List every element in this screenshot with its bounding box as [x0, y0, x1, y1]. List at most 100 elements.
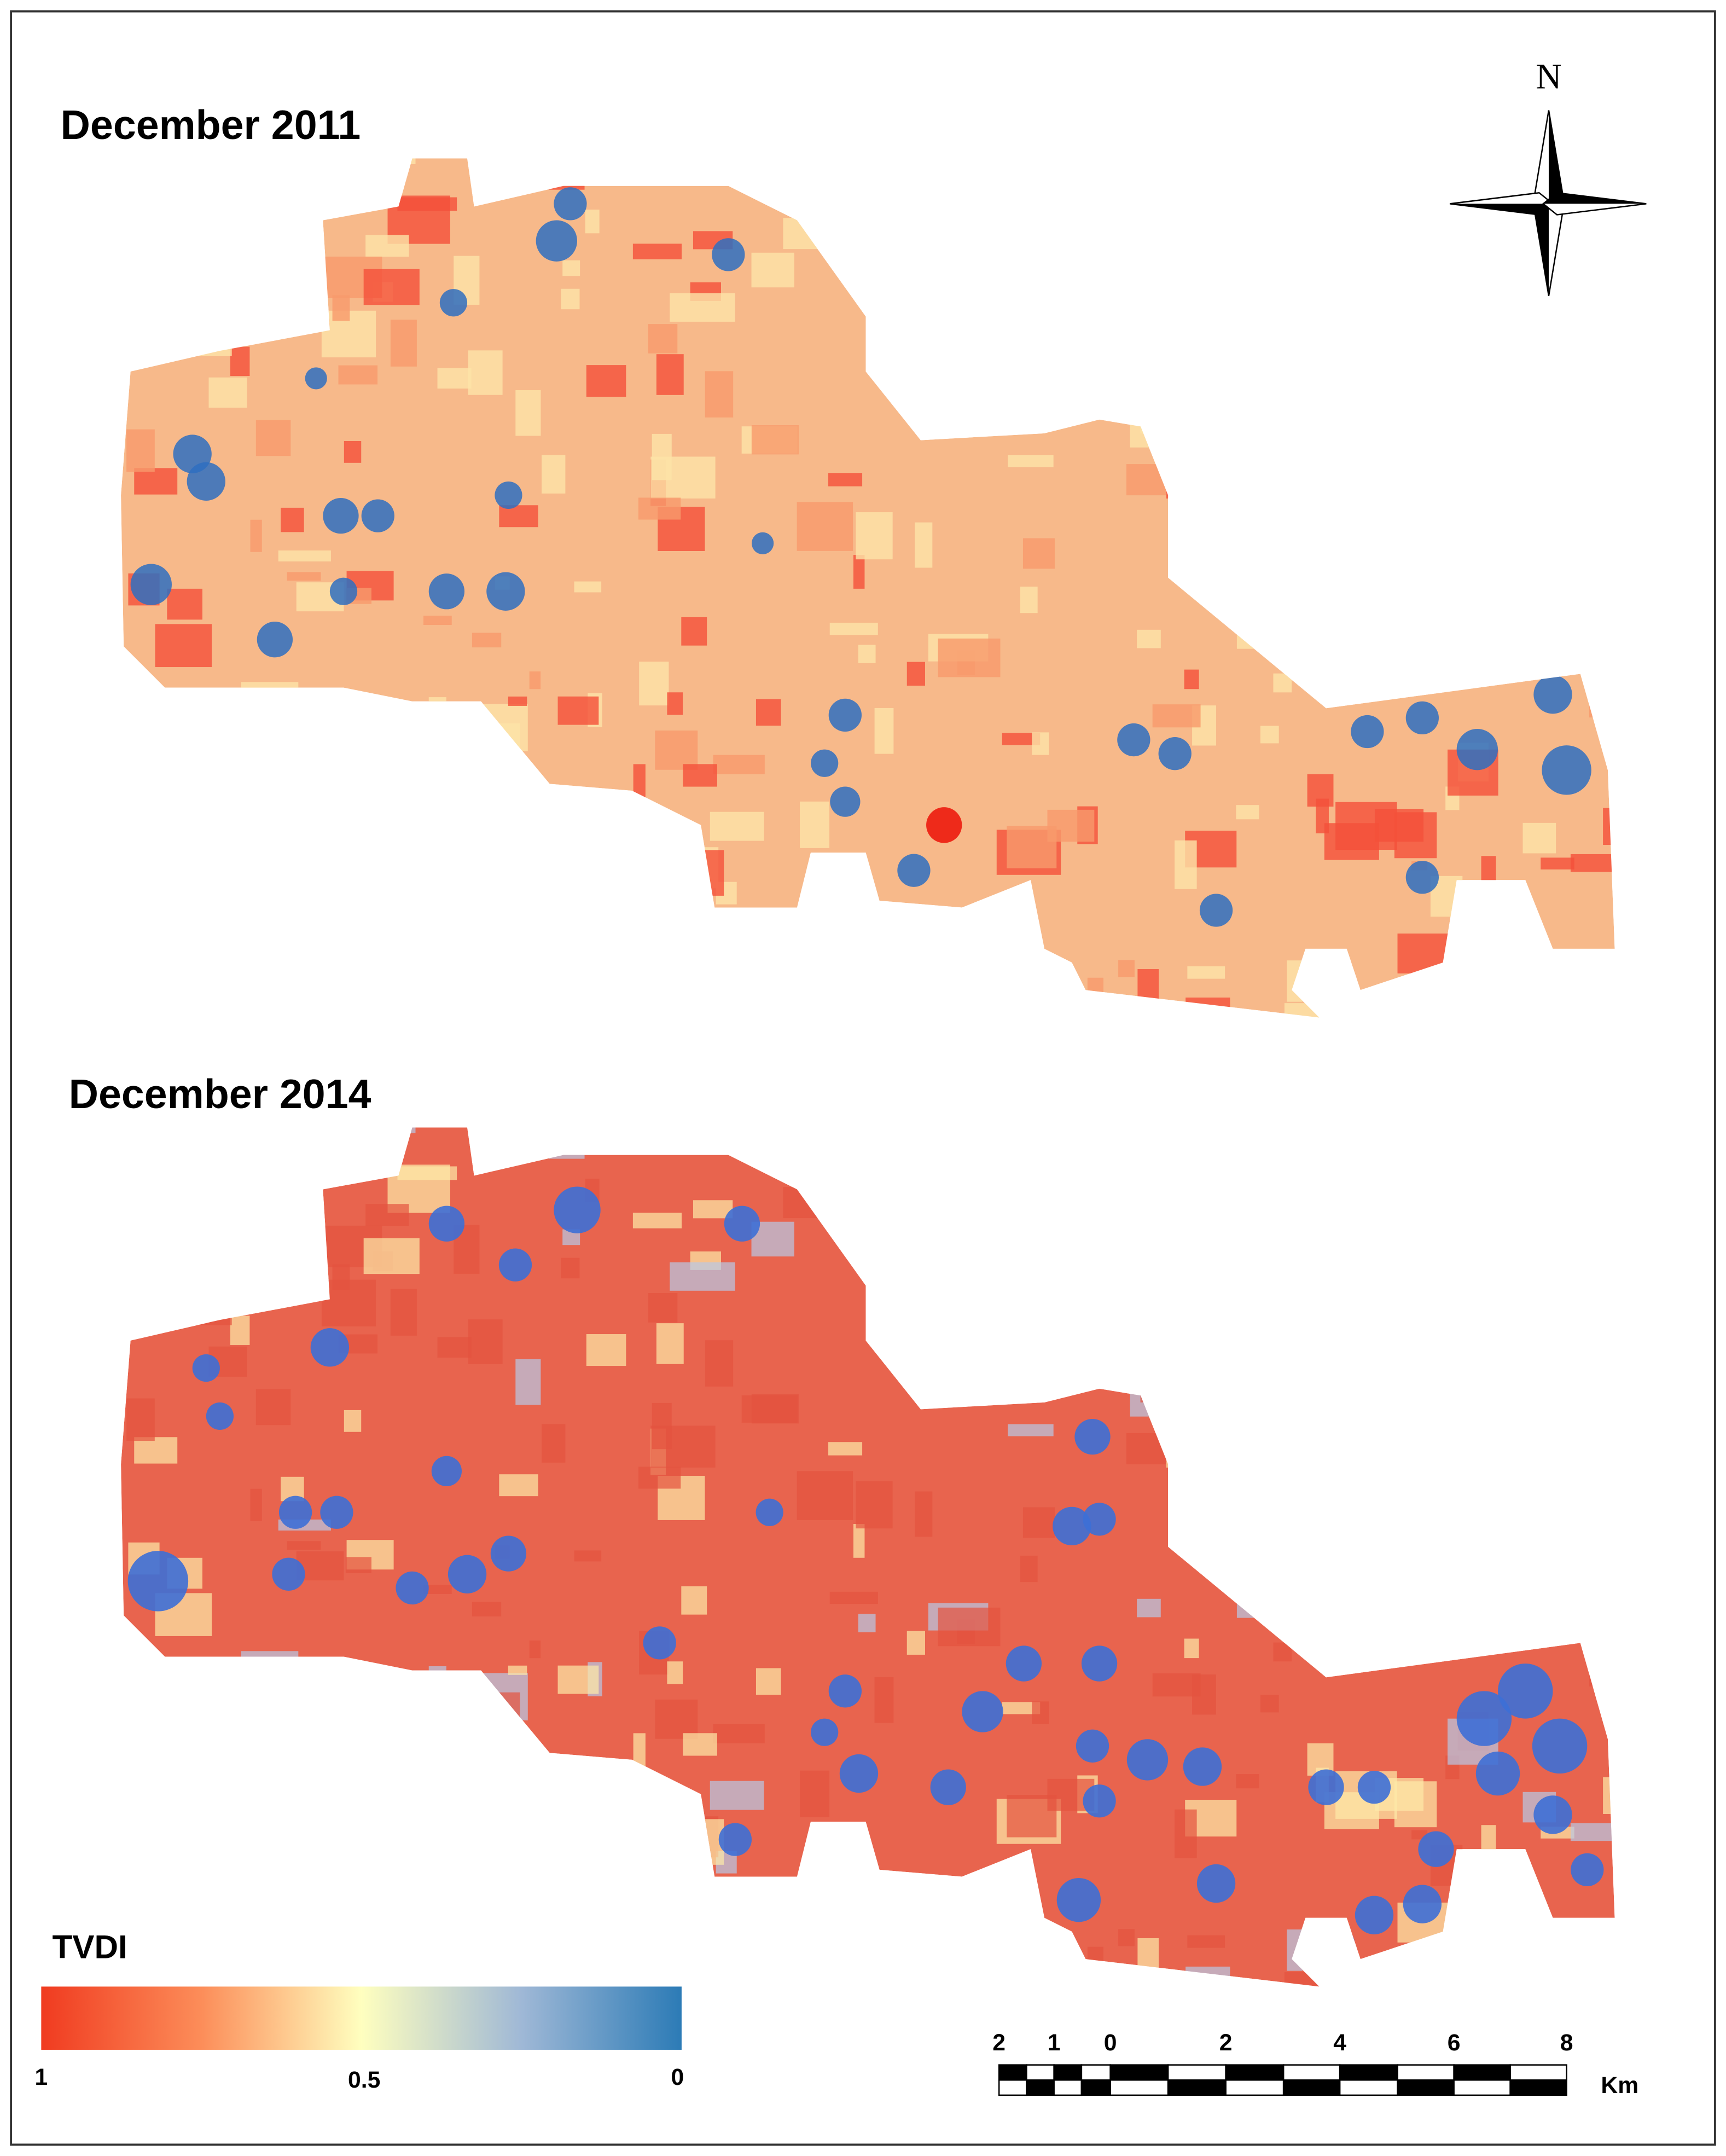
texture — [1024, 1145, 1068, 1160]
scale-seg — [1109, 2079, 1169, 2096]
texture — [1105, 322, 1159, 360]
map-2014 — [121, 1127, 1615, 1987]
texture — [1008, 455, 1054, 467]
texture — [681, 1586, 707, 1615]
texture — [1493, 1600, 1560, 1635]
texture — [1022, 1507, 1055, 1538]
texture — [1597, 1353, 1612, 1394]
scale-seg — [1026, 2064, 1055, 2081]
texture — [1039, 256, 1064, 285]
texture — [713, 1724, 765, 1743]
water-blob — [486, 572, 525, 611]
texture — [272, 837, 334, 862]
texture — [1565, 1213, 1603, 1258]
texture — [1183, 1132, 1208, 1146]
texture — [508, 1665, 527, 1675]
map-title: December 2011 — [61, 102, 361, 148]
texture — [1103, 1127, 1116, 1144]
water-blob — [930, 1769, 966, 1805]
texture — [146, 1235, 175, 1264]
texture — [864, 177, 907, 215]
texture — [431, 1796, 479, 1825]
texture — [713, 755, 765, 774]
arrow-w — [1450, 204, 1553, 215]
texture — [370, 158, 416, 164]
texture — [894, 182, 927, 199]
water-blob — [756, 1498, 783, 1526]
texture — [650, 456, 716, 499]
texture — [437, 1337, 472, 1358]
texture — [667, 1661, 683, 1684]
texture — [407, 722, 433, 735]
water-blob — [811, 749, 839, 777]
texture — [1187, 1935, 1225, 1948]
texture — [1158, 1222, 1210, 1252]
texture — [287, 1541, 321, 1550]
texture — [314, 1761, 373, 1771]
texture — [800, 1770, 830, 1817]
texture — [338, 365, 378, 385]
texture — [786, 1133, 799, 1159]
texture — [756, 1668, 781, 1695]
texture — [499, 505, 538, 528]
texture — [1137, 629, 1161, 648]
texture — [1544, 441, 1594, 473]
texture — [146, 265, 175, 295]
texture — [797, 1471, 853, 1520]
texture — [1260, 1695, 1279, 1713]
texture — [549, 838, 597, 850]
texture — [1137, 969, 1159, 1009]
texture — [1522, 822, 1556, 854]
texture — [1273, 673, 1292, 693]
scale-seg — [998, 2064, 1027, 2081]
water-blob — [1532, 1718, 1588, 1774]
texture — [500, 839, 525, 873]
texture — [549, 1127, 585, 1159]
texture — [1405, 616, 1445, 633]
texture — [301, 318, 330, 330]
texture — [655, 1699, 698, 1739]
texture — [345, 1557, 372, 1573]
texture — [1420, 532, 1452, 541]
texture — [1607, 553, 1615, 586]
texture — [829, 1591, 878, 1604]
scale-seg — [1225, 2064, 1285, 2081]
scale-seg — [1509, 2079, 1567, 2096]
texture — [751, 1394, 799, 1424]
texture — [1110, 1186, 1122, 1219]
texture — [247, 1180, 269, 1202]
texture — [1603, 808, 1615, 845]
texture — [1589, 1668, 1614, 1687]
texture — [1597, 384, 1612, 425]
texture — [602, 1926, 625, 1946]
texture — [1454, 1423, 1479, 1442]
texture — [1181, 1514, 1233, 1535]
texture — [1574, 966, 1615, 1006]
texture — [1262, 335, 1293, 373]
scale-seg — [1282, 2079, 1341, 2096]
texture — [1508, 1516, 1567, 1543]
water-blob — [1418, 1831, 1454, 1867]
water-blob — [187, 462, 225, 501]
texture — [1185, 997, 1230, 1018]
texture — [1075, 317, 1140, 335]
texture — [280, 165, 301, 206]
scale-seg — [998, 2079, 1027, 2096]
texture — [1166, 1428, 1226, 1468]
texture — [1570, 1823, 1615, 1841]
water-blob — [361, 499, 394, 532]
texture — [1218, 1216, 1272, 1257]
color-ramp — [41, 1986, 682, 2050]
texture — [882, 221, 942, 253]
water-blob — [1196, 1864, 1236, 1903]
texture — [1448, 1534, 1472, 1568]
texture — [1544, 1410, 1594, 1442]
texture — [863, 1166, 890, 1195]
texture — [828, 1442, 863, 1456]
texture — [386, 1713, 414, 1755]
texture — [542, 455, 566, 494]
texture — [1204, 1469, 1263, 1508]
texture — [355, 773, 405, 809]
legend-title: TVDI — [52, 1928, 127, 1965]
texture — [1081, 387, 1112, 399]
